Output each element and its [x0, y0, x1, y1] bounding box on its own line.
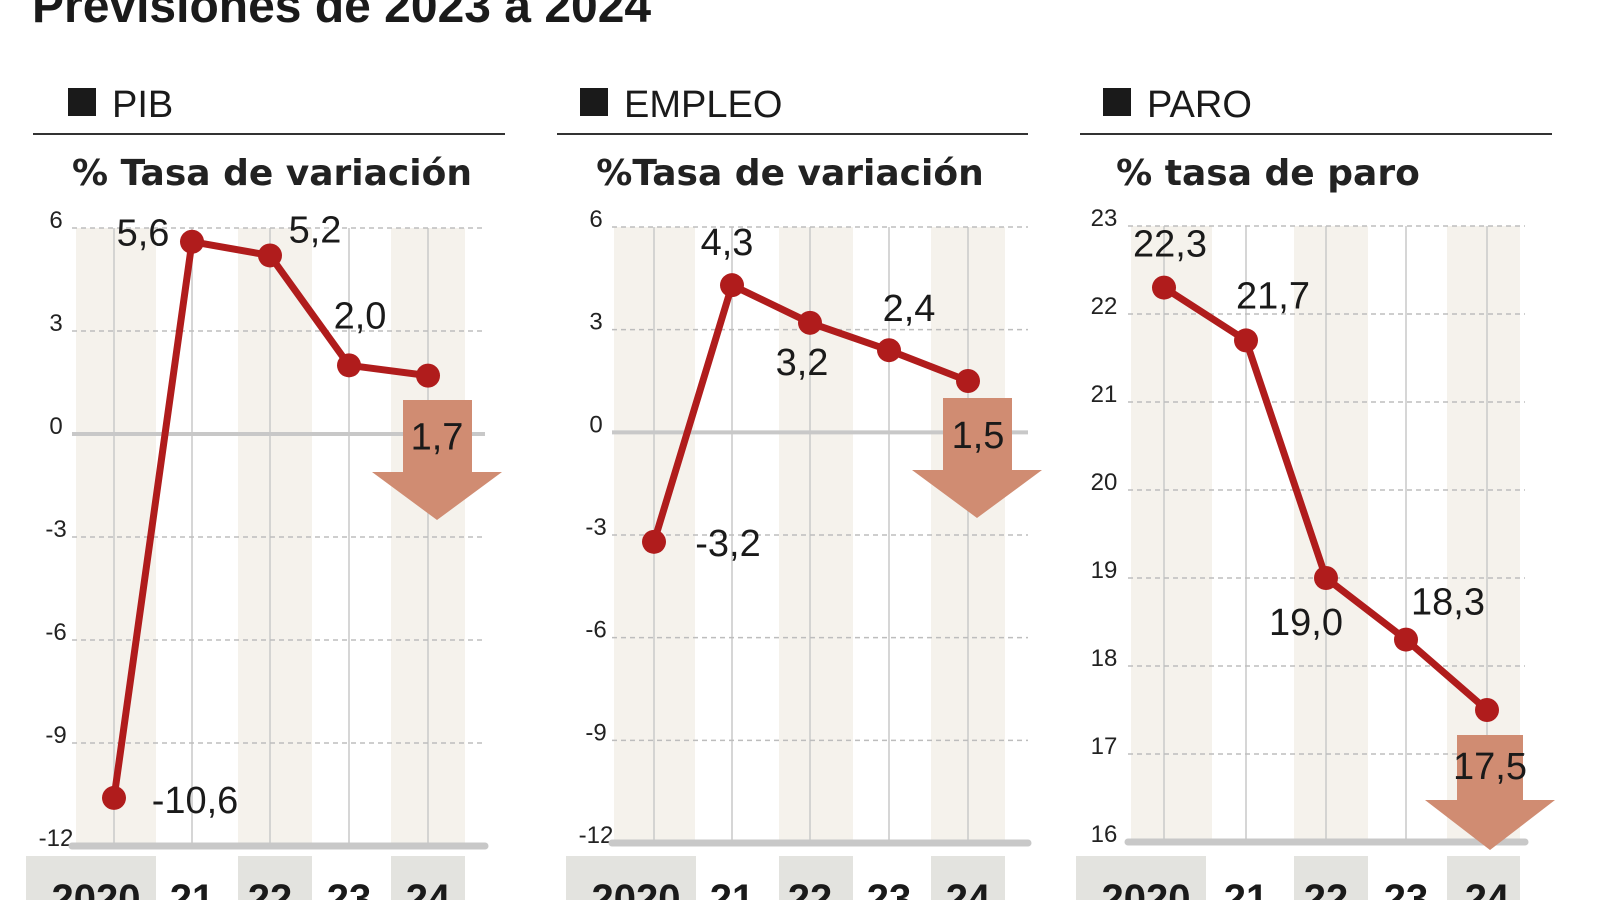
data-label: 5,6 — [117, 213, 170, 255]
panel-pib: PIB % Tasa de variación 6 3 0 -3 -6 -9 -12 2020 21… — [26, 84, 505, 900]
data-point — [258, 243, 282, 268]
panel-marker-square — [1103, 88, 1131, 116]
y-tick-label: 6 — [49, 207, 62, 234]
y-tick-label: 3 — [589, 309, 602, 336]
data-point — [416, 363, 440, 388]
column-band — [1131, 226, 1212, 842]
data-label: 2,0 — [334, 295, 387, 337]
y-tick-label: -9 — [585, 719, 606, 746]
x-tick-label: 2020 — [52, 877, 141, 900]
x-label-band — [238, 856, 312, 900]
y-tick-label: -3 — [45, 516, 66, 543]
x-tick-label: 21 — [170, 877, 215, 900]
x-tick-label: 23 — [867, 877, 912, 900]
y-tick-label: -6 — [45, 619, 66, 646]
x-label-band — [779, 856, 853, 900]
y-tick-label: -12 — [579, 822, 614, 849]
data-point — [1475, 698, 1499, 722]
data-label: -3,2 — [695, 523, 760, 565]
x-tick-label: 23 — [327, 877, 372, 900]
data-point — [337, 353, 361, 378]
x-tick-label: 21 — [1224, 877, 1269, 900]
data-label: 1,5 — [952, 415, 1005, 457]
column-band — [1294, 226, 1368, 842]
y-tick-label: 19 — [1091, 557, 1118, 584]
y-tick-label: -9 — [45, 722, 66, 749]
column-band — [76, 228, 156, 846]
x-tick-label: 2020 — [592, 877, 681, 900]
data-point — [642, 529, 666, 554]
x-tick-label: 24 — [1465, 877, 1510, 900]
data-point — [877, 338, 901, 363]
x-tick-label: 2020 — [1102, 877, 1191, 900]
x-tick-label: 24 — [406, 877, 451, 900]
down-arrow-icon — [912, 398, 1042, 518]
data-label: 21,7 — [1236, 275, 1310, 317]
y-axis-label: %Tasa de variación — [596, 153, 983, 194]
data-label: 2,4 — [883, 288, 936, 330]
y-tick-label: 17 — [1091, 733, 1118, 760]
x-label-band — [1294, 856, 1368, 900]
data-label: 19,0 — [1269, 602, 1343, 644]
x-label-band — [1447, 856, 1520, 900]
data-point — [1314, 566, 1338, 590]
data-label: 17,5 — [1453, 746, 1527, 788]
panel-paro: PARO % tasa de paro 23 22 21 20 19 18 17 16 2020 21… — [1076, 84, 1555, 900]
panel-title: EMPLEO — [624, 84, 782, 126]
y-tick-label: 0 — [589, 411, 602, 438]
y-tick-label: 16 — [1091, 821, 1118, 848]
y-axis-label: % Tasa de variación — [72, 153, 472, 194]
data-point — [102, 785, 126, 810]
x-tick-label: 21 — [710, 877, 755, 900]
down-arrow-icon — [372, 400, 502, 520]
x-tick-label: 24 — [946, 877, 991, 900]
x-tick-label: 22 — [1304, 877, 1349, 900]
down-arrow-icon — [1425, 735, 1555, 850]
x-label-band — [931, 856, 1005, 900]
data-label: 3,2 — [776, 342, 829, 384]
y-tick-label: 23 — [1091, 205, 1118, 232]
y-tick-label: 0 — [49, 413, 62, 440]
y-tick-label: 6 — [589, 206, 602, 233]
data-label: 4,3 — [701, 222, 754, 264]
panel-marker-square — [68, 88, 96, 116]
figure-title: Previsiones de 2023 a 2024 — [32, 0, 651, 33]
data-point — [798, 310, 822, 335]
y-tick-label: 3 — [49, 310, 62, 337]
data-label: 18,3 — [1411, 582, 1485, 624]
x-label-band — [566, 856, 696, 900]
data-label: 22,3 — [1133, 224, 1207, 266]
y-tick-label: 18 — [1091, 645, 1118, 672]
x-tick-label: 22 — [248, 877, 293, 900]
data-point — [956, 369, 980, 393]
x-label-band — [391, 856, 465, 900]
y-tick-label: -6 — [585, 617, 606, 644]
data-point — [1234, 328, 1258, 353]
y-tick-label: -12 — [39, 825, 74, 852]
panel-marker-square — [580, 88, 608, 116]
x-tick-label: 23 — [1384, 877, 1429, 900]
panel-title: PARO — [1147, 84, 1252, 126]
data-point — [1394, 627, 1418, 652]
data-label: 5,2 — [289, 209, 342, 251]
y-tick-label: 20 — [1091, 469, 1118, 496]
data-label: -10,6 — [152, 780, 239, 822]
data-point — [1152, 275, 1176, 300]
data-point — [180, 229, 204, 254]
x-label-band — [26, 856, 156, 900]
y-tick-label: 21 — [1091, 381, 1118, 408]
panel-title: PIB — [112, 84, 173, 126]
y-tick-label: 22 — [1091, 293, 1118, 320]
x-label-band — [1076, 856, 1206, 900]
y-tick-label: -3 — [585, 514, 606, 541]
x-tick-label: 22 — [788, 877, 833, 900]
data-point — [720, 273, 744, 298]
data-label: 1,7 — [411, 417, 464, 459]
panel-empleo: EMPLEO %Tasa de variación 6 3 0 -3 -6 -9 -12 2020… — [557, 84, 1042, 900]
y-axis-label: % tasa de paro — [1116, 153, 1420, 194]
